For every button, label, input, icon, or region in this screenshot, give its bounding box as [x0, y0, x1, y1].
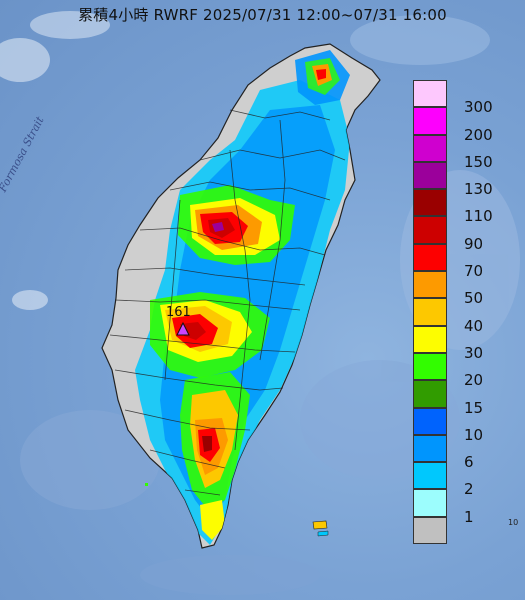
legend-label: 30: [464, 343, 484, 362]
legend-label: 110: [464, 207, 493, 226]
rainfall-overlay: [135, 50, 350, 545]
legend-swatch: [413, 216, 447, 244]
legend-swatch: [413, 298, 447, 326]
map-title: 累積4小時 RWRF 2025/07/31 12:00~07/31 16:00: [78, 6, 447, 24]
legend-swatch: [413, 189, 447, 217]
legend-label: 15: [464, 398, 484, 417]
legend-label: 2: [464, 480, 474, 499]
legend-swatch: [413, 380, 447, 408]
legend-label: 50: [464, 289, 484, 308]
legend-swatch: [413, 243, 447, 272]
legend-label: 20: [464, 371, 484, 390]
legend-label: 300: [464, 98, 493, 117]
county-borders: [109, 109, 346, 496]
max-rainfall-value: 161: [166, 305, 191, 320]
legend-label: 200: [464, 125, 493, 144]
legend-swatch: [413, 352, 447, 381]
legend-label: 1: [464, 507, 474, 526]
legend-swatch: [413, 134, 447, 162]
legend-label: 40: [464, 316, 484, 335]
legend-swatch: [413, 489, 447, 517]
legend-label: 130: [464, 180, 493, 199]
legend-label: 10: [464, 425, 484, 444]
legend-swatch: [413, 80, 447, 108]
legend-swatch: [413, 271, 447, 299]
legend-swatch: [413, 161, 447, 190]
legend-label: 90: [464, 234, 484, 253]
legend-label: 6: [464, 453, 474, 472]
legend-swatch: [413, 462, 447, 490]
legend-swatch: [413, 434, 447, 463]
legend-label: 70: [464, 262, 484, 281]
legend-label: 150: [464, 152, 493, 171]
legend-swatch: [413, 516, 447, 545]
legend-swatch: [413, 325, 447, 353]
legend-swatch: [413, 407, 447, 435]
small-islands: [145, 483, 329, 537]
legend-swatch: [413, 107, 447, 135]
corner-tick-label: 10: [508, 518, 519, 527]
max-rainfall-marker-icon: [176, 321, 190, 336]
